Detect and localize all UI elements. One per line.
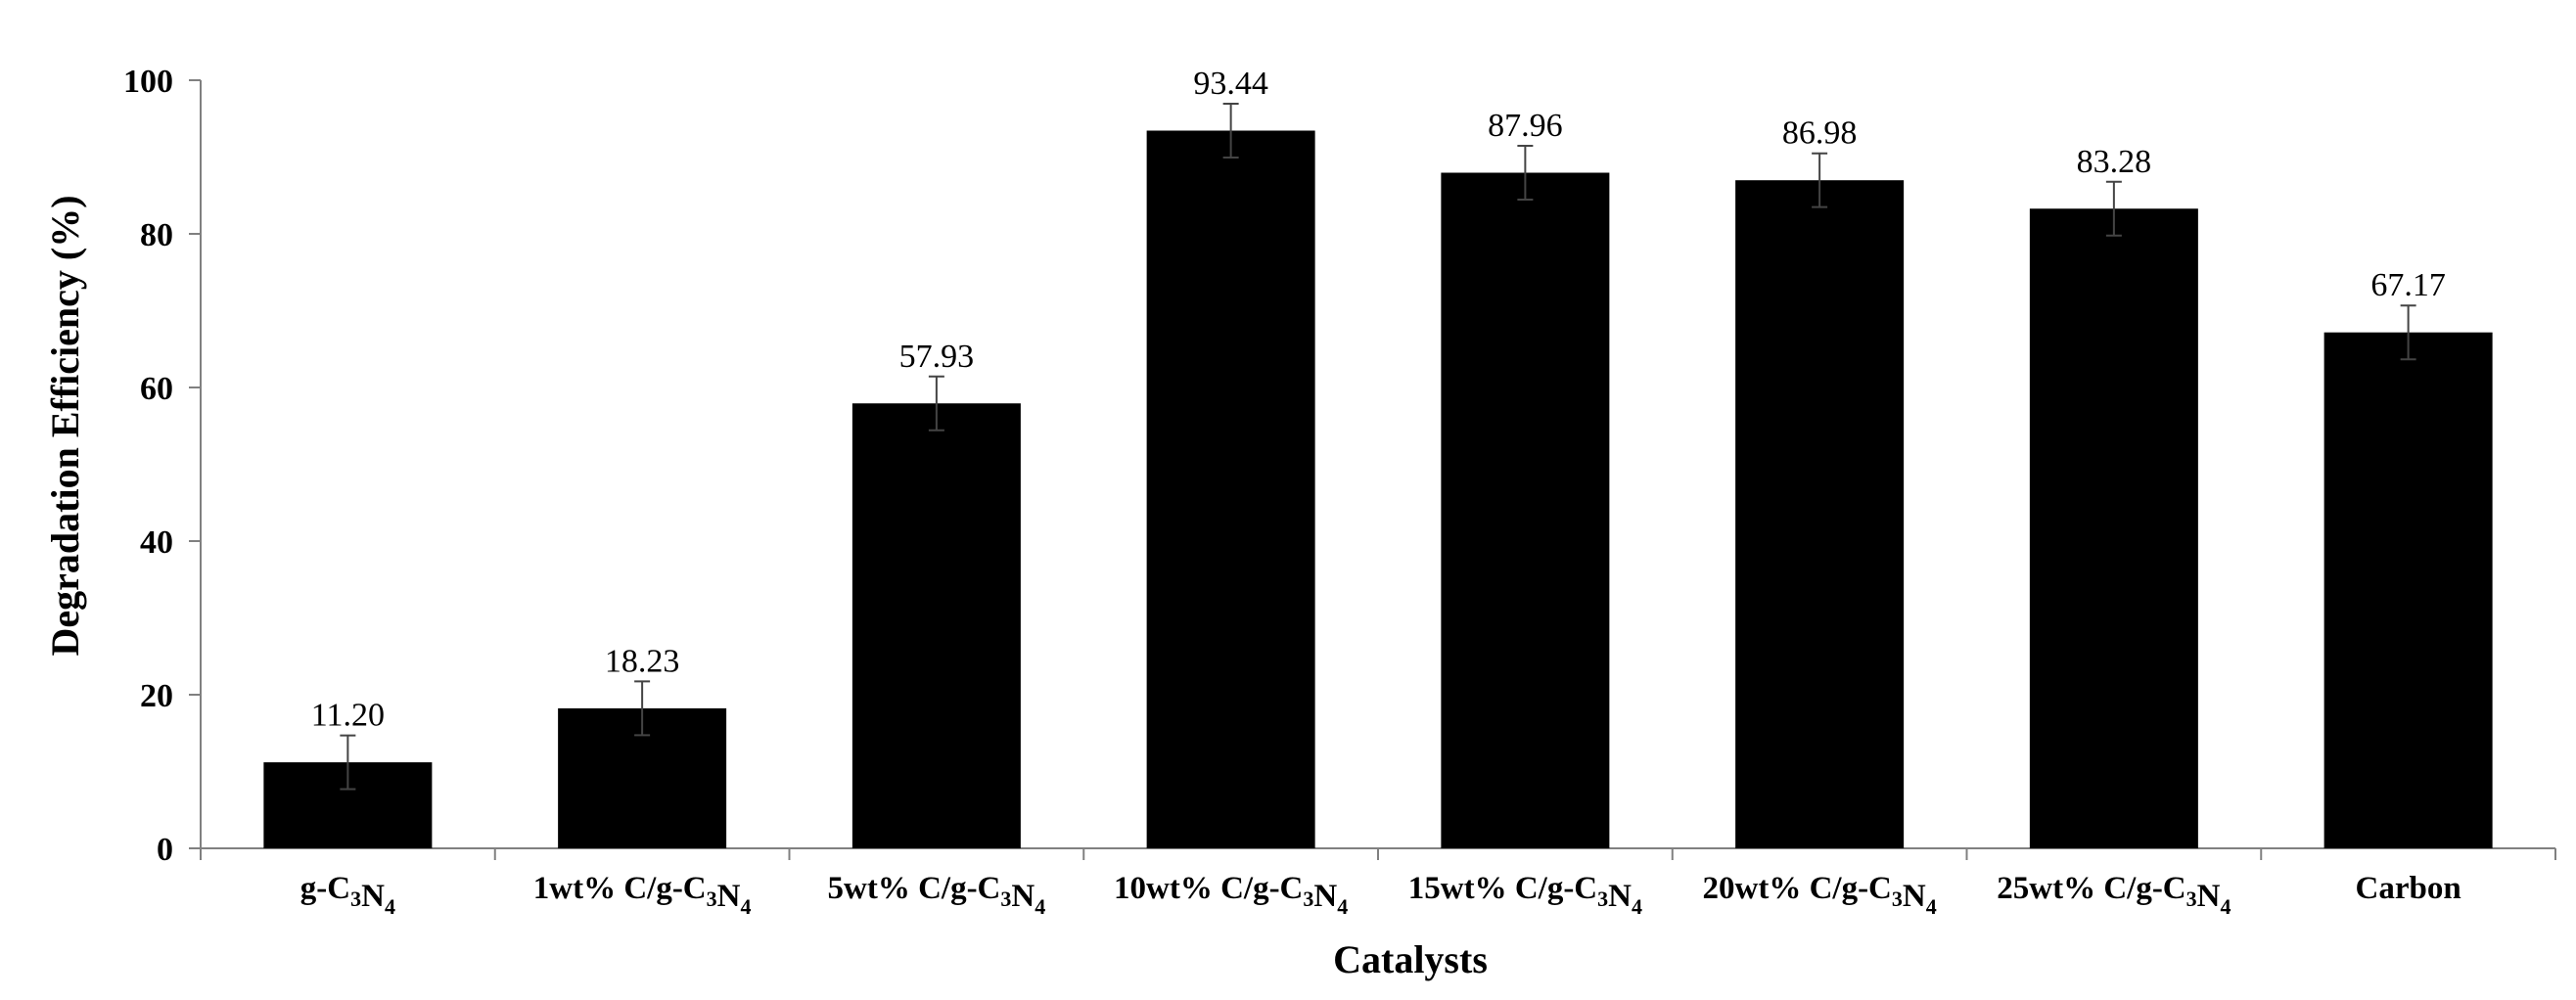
y-tick-label: 60 <box>140 371 173 407</box>
bar <box>1735 180 1905 848</box>
y-axis: 0 20 40 60 80 100 <box>123 64 202 868</box>
bar <box>2323 332 2493 848</box>
x-tick-label: 1wt% C/g-C3N4 <box>533 871 752 919</box>
data-label: 87.96 <box>1488 108 1563 144</box>
y-tick-label: 20 <box>140 678 173 714</box>
y-tick-label: 40 <box>140 524 173 561</box>
x-tick-label: g-C3N4 <box>300 871 395 919</box>
y-tick-label: 0 <box>157 832 173 868</box>
data-label: 93.44 <box>1193 66 1268 102</box>
x-tick-label: 25wt% C/g-C3N4 <box>1997 871 2231 919</box>
bar <box>1146 130 1315 849</box>
x-tick-label: 10wt% C/g-C3N4 <box>1114 871 1348 919</box>
bar <box>851 403 1021 848</box>
data-labels: 11.20 18.23 57.93 93.44 87.96 86.98 83.28 67.17 <box>311 66 2446 734</box>
data-label: 83.28 <box>2077 144 2152 180</box>
data-label: 18.23 <box>605 643 680 679</box>
bars <box>263 103 2493 849</box>
bar <box>2029 208 2198 848</box>
x-tick-label: Carbon <box>2356 871 2461 906</box>
data-label: 67.17 <box>2370 267 2446 303</box>
data-label: 86.98 <box>1782 115 1858 152</box>
x-axis-title: Catalysts <box>1333 937 1488 981</box>
x-tick-label: 15wt% C/g-C3N4 <box>1408 871 1642 919</box>
data-label: 57.93 <box>899 339 975 375</box>
x-axis: g-C3N4 1wt% C/g-C3N4 5wt% C/g-C3N4 10wt% C/… <box>200 847 2556 919</box>
y-tick-label: 80 <box>140 217 173 253</box>
bar <box>1441 172 1610 848</box>
data-label: 11.20 <box>311 698 385 734</box>
x-tick-label: 5wt% C/g-C3N4 <box>828 871 1046 919</box>
x-tick-label: 20wt% C/g-C3N4 <box>1703 871 1937 919</box>
y-tick-label: 100 <box>123 64 173 100</box>
y-axis-title: Degradation Efficiency (%) <box>43 195 87 656</box>
